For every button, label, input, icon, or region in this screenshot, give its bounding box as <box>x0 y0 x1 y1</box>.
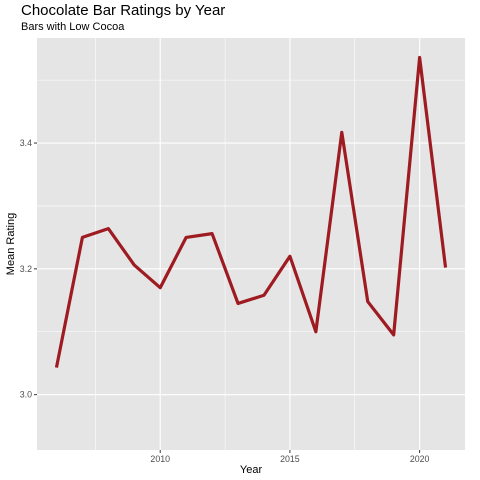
y-tick-label: 3.2 <box>20 264 32 274</box>
data-point <box>392 333 395 336</box>
plot-panel <box>37 38 465 450</box>
series-line <box>54 55 448 368</box>
data-point <box>185 236 188 239</box>
x-axis-title: Year <box>240 464 263 476</box>
data-point <box>366 300 369 303</box>
major-gridlines <box>37 38 465 450</box>
data-point <box>107 227 110 230</box>
chart-title: Chocolate Bar Ratings by Year <box>21 2 226 19</box>
data-point <box>210 232 213 235</box>
y-axis-title: Mean Rating <box>5 213 17 275</box>
data-point <box>444 266 447 269</box>
x-tick-label: 2020 <box>410 454 430 464</box>
data-point <box>340 131 343 134</box>
x-tick-label: 2010 <box>150 454 170 464</box>
chart-subtitle: Bars with Low Cocoa <box>21 21 125 33</box>
data-point <box>133 263 136 266</box>
x-tick-label: 2015 <box>280 454 300 464</box>
data-point <box>81 236 84 239</box>
data-point <box>288 255 291 258</box>
data-point <box>236 302 239 305</box>
x-axis-ticks: 2010 2015 2020 <box>150 450 429 464</box>
data-point <box>262 294 265 297</box>
data-point <box>314 330 317 333</box>
y-axis-ticks: 3.0 3.2 3.4 <box>20 138 37 400</box>
y-tick-label: 3.0 <box>20 390 32 400</box>
y-tick-label: 3.4 <box>20 138 32 148</box>
data-point <box>159 286 162 289</box>
data-point <box>55 366 58 369</box>
data-point <box>418 56 421 59</box>
